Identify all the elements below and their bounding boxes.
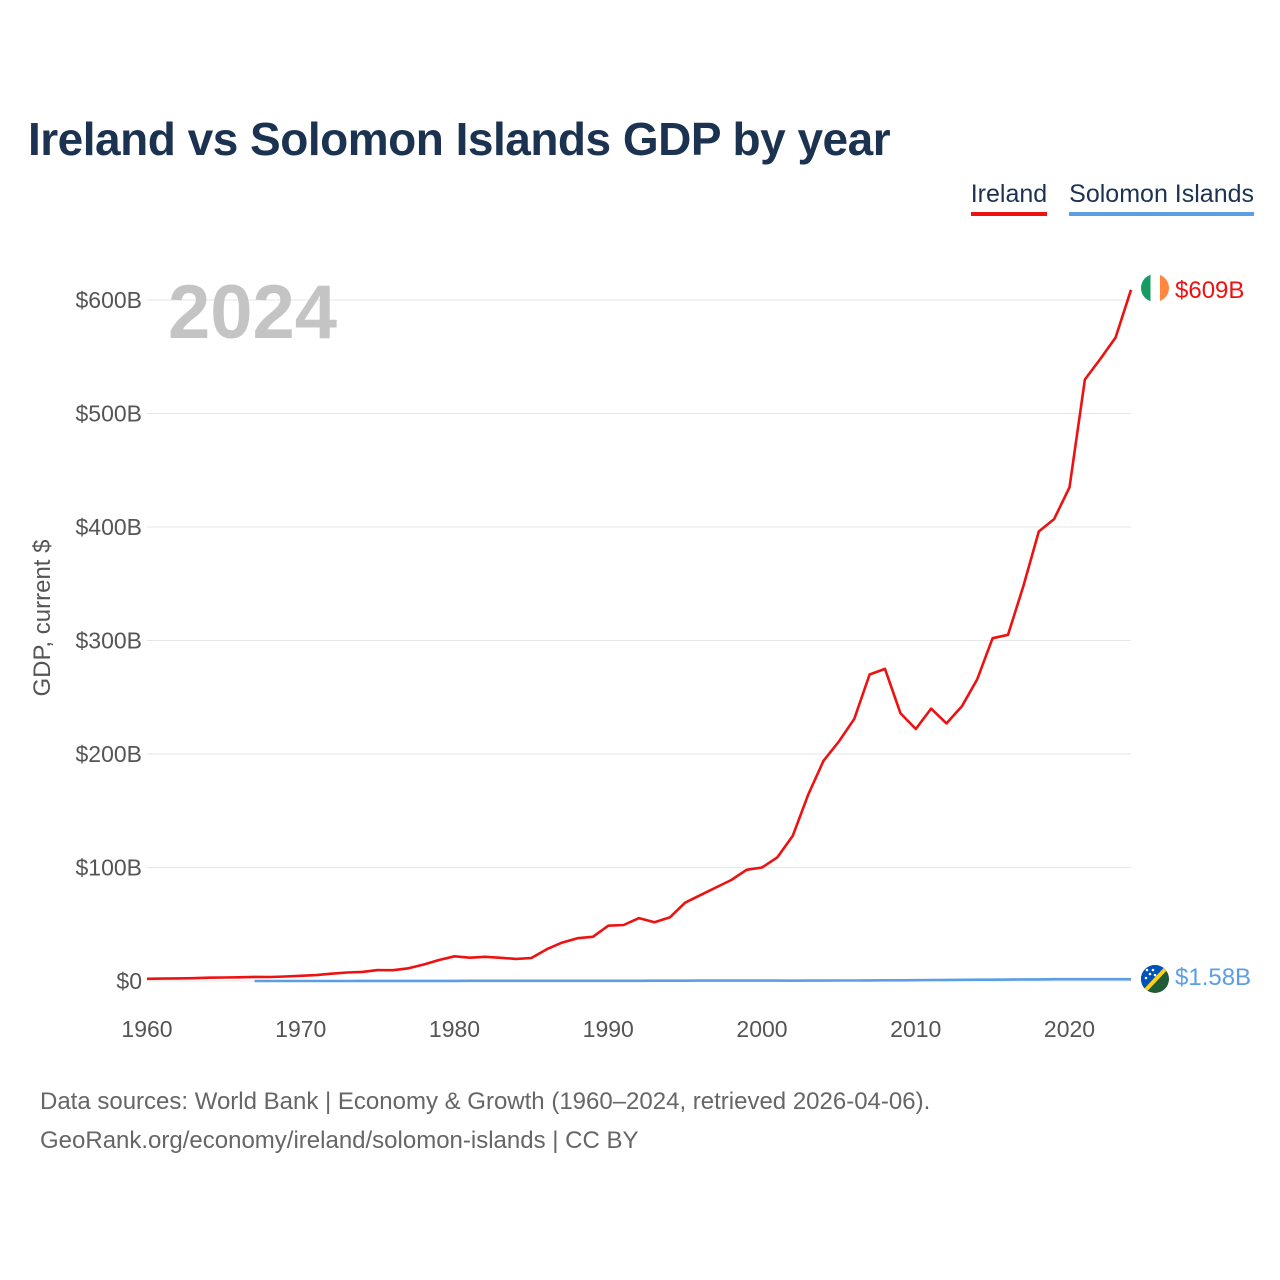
- solomon-islands-line: [254, 977, 1131, 983]
- x-tick-label: 1980: [429, 1016, 480, 1042]
- x-tick-label: 2010: [890, 1016, 941, 1042]
- end-labels: $609B $1.58B: [1175, 277, 1251, 991]
- solomon-islands-end-value: $1.58B: [1175, 964, 1251, 991]
- y-tick-label: $0: [116, 968, 142, 994]
- y-tick-label: $200B: [75, 741, 142, 767]
- x-tick-label: 2000: [736, 1016, 787, 1042]
- chart-title: Ireland vs Solomon Islands GDP by year: [28, 113, 891, 165]
- y-tick-labels: $0 $100B $200B $300B $400B $500B $600B: [75, 287, 142, 994]
- y-tick-label: $100B: [75, 855, 142, 881]
- legend-item-ireland[interactable]: Ireland: [970, 180, 1048, 216]
- x-tick-label: 1960: [121, 1016, 172, 1042]
- legend-item-solomon-islands[interactable]: Solomon Islands: [1069, 180, 1254, 216]
- y-tick-label: $400B: [75, 514, 142, 540]
- x-tick-label: 1990: [583, 1016, 634, 1042]
- solomon-islands-flag-icon: [1141, 965, 1169, 993]
- gdp-line-chart: $0 $100B $200B $300B $400B $500B $600B 1960 197…: [29, 270, 1251, 1042]
- legend: Ireland Solomon Islands: [970, 180, 1254, 216]
- x-tick-labels: 1960 1970 1980 1990 2000 2010 2020: [121, 1016, 1095, 1042]
- y-tick-label: $300B: [75, 628, 142, 654]
- y-tick-label: $600B: [75, 287, 142, 313]
- x-tick-label: 1970: [275, 1016, 326, 1042]
- ireland-end-value: $609B: [1175, 277, 1244, 304]
- y-axis-label: GDP, current $: [29, 540, 56, 697]
- grid-lines: [147, 299, 1131, 982]
- series-lines: [146, 289, 1133, 983]
- footer-sources: Data sources: World Bank | Economy & Gro…: [40, 1088, 931, 1115]
- x-tick-label: 2020: [1044, 1016, 1095, 1042]
- ireland-flag-icon: [1141, 274, 1169, 302]
- year-label: 2024: [168, 270, 337, 355]
- footer: Data sources: World Bank | Economy & Gro…: [40, 1082, 930, 1160]
- ireland-line: [146, 289, 1133, 981]
- y-tick-label: $500B: [75, 401, 142, 427]
- footer-link[interactable]: GeoRank.org/economy/ireland/solomon-isla…: [40, 1127, 639, 1154]
